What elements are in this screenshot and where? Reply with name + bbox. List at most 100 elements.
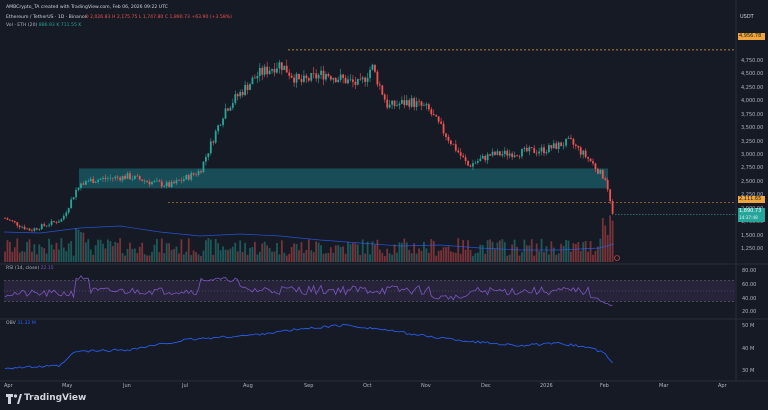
volume-bar: [151, 251, 153, 262]
volume-bar: [175, 246, 178, 262]
volume-ma-line: [3, 225, 615, 251]
ohlc-high: H 2,175.75: [112, 15, 138, 20]
candle-body: [425, 104, 428, 106]
volume-bar: [156, 238, 158, 262]
volume-bar: [516, 246, 518, 262]
candle-body: [126, 173, 129, 179]
candle-body: [342, 74, 344, 78]
candle-body: [479, 158, 482, 162]
candle-body: [447, 136, 450, 141]
volume-bar: [6, 240, 9, 262]
candle-body: [592, 161, 594, 164]
candle-body: [579, 147, 582, 155]
volume-bar: [315, 241, 318, 262]
candle-body: [182, 179, 185, 181]
candle-body: [209, 141, 212, 154]
candle-body: [413, 98, 416, 107]
volume-bar: [214, 238, 217, 262]
candle-body: [202, 161, 205, 173]
candle-body: [283, 65, 286, 71]
candle-body: [298, 73, 300, 80]
candle-body: [190, 173, 193, 180]
candle-body: [543, 147, 545, 154]
volume-bar: [300, 242, 303, 262]
volume-bar: [572, 243, 575, 262]
volume-bar: [13, 247, 16, 262]
candle-body: [474, 162, 477, 164]
volume-bar: [293, 243, 295, 262]
volume-bar: [82, 232, 85, 262]
candle-body: [393, 100, 396, 106]
volume-bar: [592, 254, 594, 262]
candle-body: [347, 79, 349, 84]
candle-body: [560, 142, 563, 147]
volume-bar: [513, 239, 516, 262]
candle-body: [499, 151, 501, 156]
volume-bar: [9, 241, 11, 262]
rsi-tick-20: 20.00: [742, 309, 757, 315]
candle-body: [175, 180, 178, 184]
candle-body: [9, 219, 11, 221]
candle-body: [258, 67, 261, 76]
candle-body: [67, 208, 70, 213]
volume-bar: [597, 246, 599, 262]
candle-body: [50, 220, 53, 225]
obv-legend[interactable]: OBV 31.32 M: [6, 321, 36, 326]
volume-bar: [268, 247, 271, 262]
volume-bar: [40, 247, 43, 262]
symbol-title[interactable]: Ethereum / TetherUS · 1D · Binance: [6, 15, 88, 20]
candle-body: [285, 65, 288, 73]
candle-body: [582, 150, 585, 155]
candle-body: [28, 228, 31, 231]
volume-bar: [244, 242, 246, 262]
candle-body: [570, 137, 572, 139]
candle-body: [403, 100, 406, 106]
volume-bar: [464, 249, 467, 262]
volume-bar: [494, 248, 496, 262]
candle-body: [65, 212, 68, 216]
candle-body: [418, 101, 420, 102]
volume-bar: [538, 251, 540, 262]
volume-bar: [200, 255, 202, 262]
volume-bar: [119, 238, 122, 262]
volume-legend[interactable]: Vol · ETH (20) 886.93 K 711.55 K: [6, 23, 81, 28]
volume-bar: [560, 243, 563, 262]
volume-bar: [594, 250, 597, 262]
candle-body: [577, 145, 580, 148]
volume-bar: [75, 228, 77, 262]
volume-bar: [273, 251, 276, 262]
volume-bar: [97, 239, 99, 262]
volume-bar: [136, 253, 139, 262]
volume-bar: [577, 242, 580, 262]
ohlc-values: O 2,026.83 H 2,175.75 L 1,747.80 C 1,890…: [85, 15, 232, 20]
candle-body: [491, 151, 494, 156]
volume-bar: [249, 247, 251, 262]
volume-bar: [378, 249, 381, 262]
volume-bar: [557, 253, 560, 262]
candle-body: [503, 150, 506, 155]
volume-bar: [246, 254, 249, 262]
volume-bar: [606, 235, 609, 262]
volume-bar: [555, 254, 558, 262]
candle-body: [464, 157, 467, 161]
candle-body: [295, 73, 298, 83]
volume-bar: [447, 246, 450, 262]
candle-body: [435, 115, 438, 117]
currency-label[interactable]: USDT: [740, 14, 754, 20]
volume-bar: [369, 254, 371, 262]
volume-bar: [236, 251, 239, 262]
volume-bar: [99, 239, 102, 262]
volume-bar: [364, 253, 367, 262]
candle-body: [160, 181, 163, 187]
ohlc-low: L 1,747.80: [138, 15, 164, 20]
volume-bar: [163, 253, 166, 262]
price-tick-label: 1,750.00: [741, 219, 764, 226]
candle-body: [398, 103, 401, 106]
volume-bar: [187, 238, 190, 262]
volume-bar: [383, 255, 386, 262]
rsi-legend[interactable]: RSI (14, close) 22.15: [6, 266, 54, 271]
volume-bar: [601, 218, 604, 262]
volume-bar: [16, 238, 19, 262]
candle-body: [271, 69, 273, 71]
